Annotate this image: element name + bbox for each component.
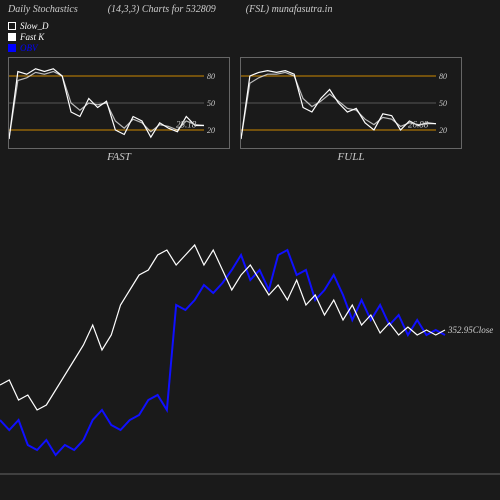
legend: Slow_D Fast K OBV	[0, 19, 500, 55]
svg-text:352.95Close: 352.95Close	[447, 325, 493, 335]
title: Daily Stochastics	[8, 4, 78, 15]
params: (14,3,3) Charts for 532809	[108, 4, 216, 15]
header: Daily Stochastics (14,3,3) Charts for 53…	[0, 0, 500, 19]
svg-text:25.18: 25.18	[176, 120, 197, 130]
legend-item-slow-d: Slow_D	[8, 21, 492, 31]
panel-fast: 20 50 80 25.18 FAST	[8, 57, 230, 163]
swatch-obv	[8, 44, 16, 52]
panel-fast-chart: 20 50 80 25.18	[8, 57, 230, 149]
svg-text:20: 20	[207, 126, 215, 135]
panel-fast-svg: 20 50 80 25.18	[9, 58, 229, 148]
legend-item-obv: OBV	[8, 43, 492, 53]
main-chart-svg: 352.95Close	[0, 195, 500, 475]
legend-label: Fast K	[20, 32, 44, 42]
small-panels-row: 20 50 80 25.18 FAST 20 50 80 26.88 FULL	[0, 55, 500, 165]
panel-full-chart: 20 50 80 26.88	[240, 57, 462, 149]
svg-text:20: 20	[439, 126, 447, 135]
svg-text:80: 80	[439, 72, 447, 81]
legend-label: OBV	[20, 43, 38, 53]
svg-text:50: 50	[439, 99, 447, 108]
swatch-slow-d	[8, 22, 16, 30]
svg-text:80: 80	[207, 72, 215, 81]
panel-full-svg: 20 50 80 26.88	[241, 58, 461, 148]
svg-text:26.88: 26.88	[408, 120, 429, 130]
legend-item-fast-k: Fast K	[8, 32, 492, 42]
swatch-fast-k	[8, 33, 16, 41]
legend-label: Slow_D	[20, 21, 49, 31]
panel-full-label: FULL	[240, 151, 462, 163]
panel-full: 20 50 80 26.88 FULL	[240, 57, 462, 163]
main-chart: 352.95Close	[0, 195, 500, 475]
panel-fast-label: FAST	[8, 151, 230, 163]
svg-text:50: 50	[207, 99, 215, 108]
ticker: (FSL) munafasutra.in	[246, 4, 333, 15]
